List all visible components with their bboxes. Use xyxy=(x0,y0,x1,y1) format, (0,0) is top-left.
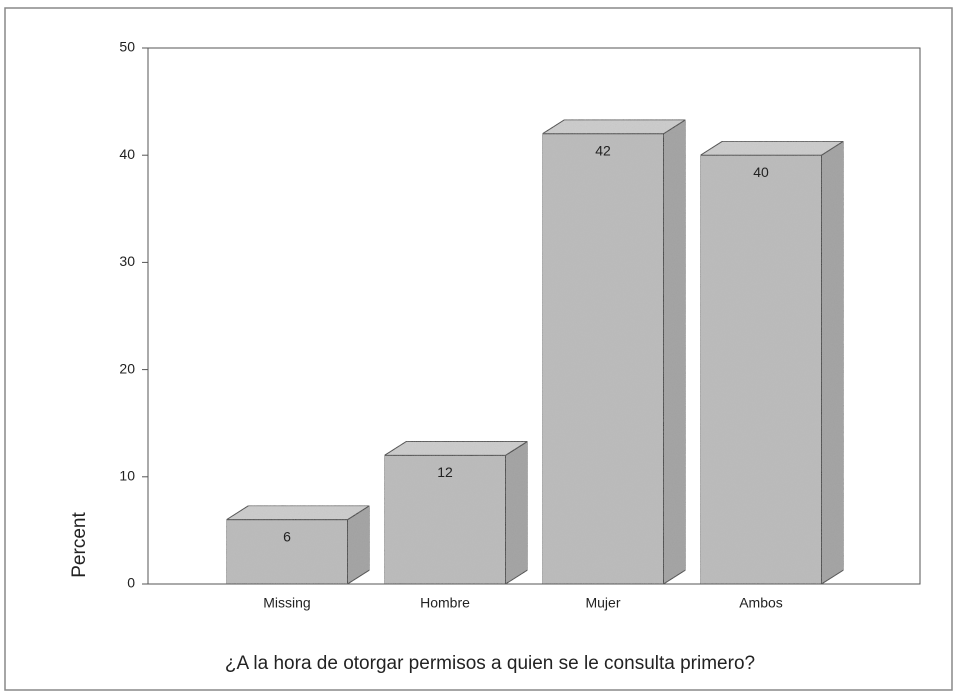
data-label: 12 xyxy=(437,464,453,480)
y-tick-label: 0 xyxy=(127,575,135,591)
x-tick-label: Mujer xyxy=(585,595,620,611)
y-axis-title: Percent xyxy=(69,512,90,578)
bar xyxy=(700,154,822,585)
bar-top xyxy=(382,440,530,456)
x-tick-label: Ambos xyxy=(739,595,783,611)
y-tick-label: 30 xyxy=(119,253,135,269)
bar-side xyxy=(505,440,528,585)
y-tick-label: 10 xyxy=(119,468,135,484)
bar xyxy=(226,519,348,585)
x-tick-label: Missing xyxy=(263,595,310,611)
data-label: 40 xyxy=(753,164,769,180)
bar-top xyxy=(224,505,372,521)
y-tick-label: 40 xyxy=(119,146,135,162)
data-label: 42 xyxy=(595,142,611,158)
y-tick-label: 20 xyxy=(119,360,135,376)
bar-top xyxy=(698,140,846,156)
y-tick-label: 50 xyxy=(119,39,135,55)
bar-side xyxy=(821,140,844,585)
plot-frame xyxy=(147,47,921,585)
x-tick-label: Hombre xyxy=(420,595,470,611)
bar-top xyxy=(540,119,688,135)
data-label: 6 xyxy=(283,528,291,544)
x-axis-title: ¿A la hora de otorgar permisos a quien s… xyxy=(225,653,755,674)
bar-side xyxy=(663,118,686,585)
bar xyxy=(384,454,506,585)
bar xyxy=(542,133,664,585)
